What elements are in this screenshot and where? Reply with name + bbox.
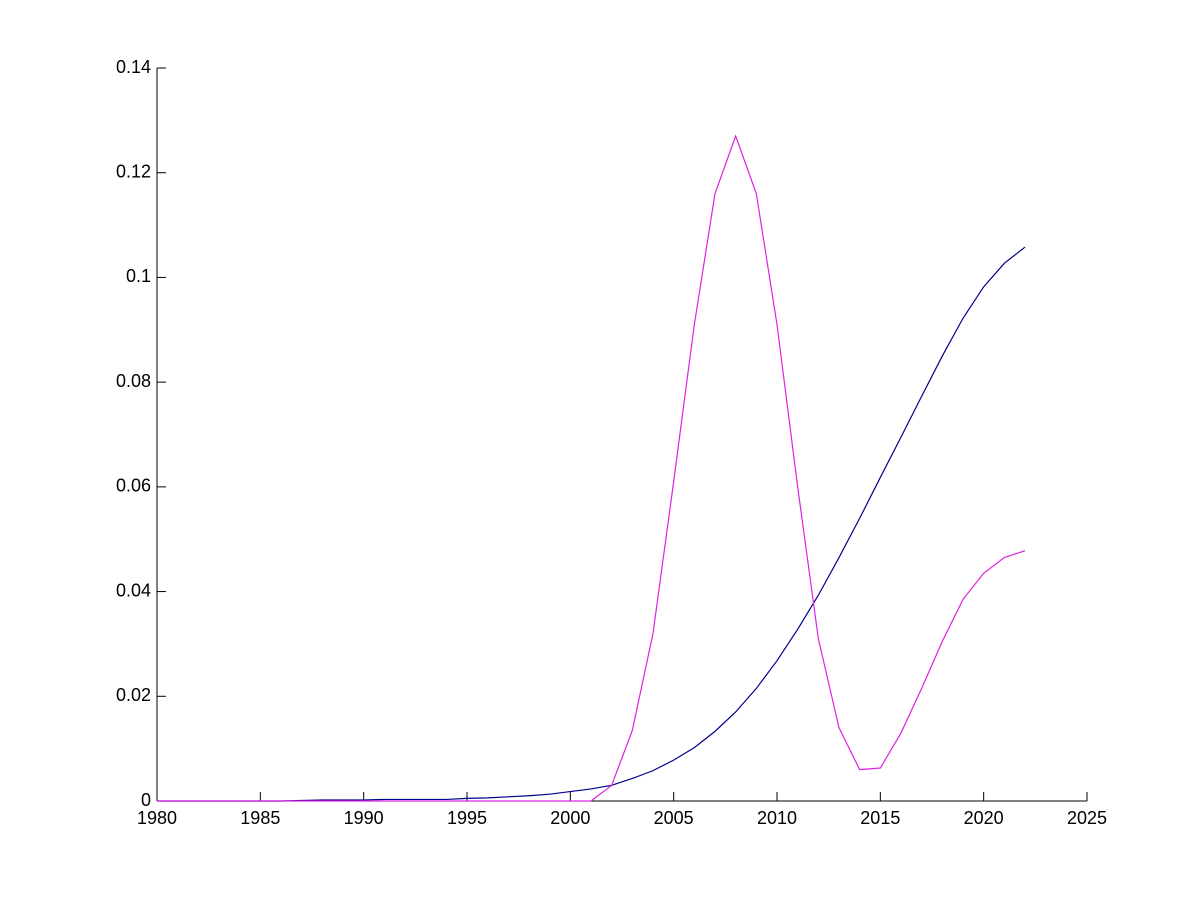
- y-tick-label: 0.06: [116, 476, 151, 496]
- x-tick-label: 1980: [137, 808, 177, 828]
- y-tick-label: 0.1: [126, 266, 151, 286]
- x-tick-label: 1985: [240, 808, 280, 828]
- x-tick-label: 1995: [447, 808, 487, 828]
- y-tick-label: 0.08: [116, 371, 151, 391]
- y-tick-label: 0.12: [116, 161, 151, 181]
- y-tick-label: 0: [141, 790, 151, 810]
- y-tick-label: 0.14: [116, 57, 151, 77]
- x-tick-label: 2010: [757, 808, 797, 828]
- x-tick-label: 2025: [1067, 808, 1107, 828]
- series-line: [157, 246, 1026, 802]
- x-tick-label: 1990: [344, 808, 384, 828]
- x-tick-label: 2020: [964, 808, 1004, 828]
- series-line: [157, 134, 1026, 802]
- x-tick-label: 2005: [654, 808, 694, 828]
- x-tick-label: 2015: [860, 808, 900, 828]
- y-tick-label: 0.04: [116, 580, 151, 600]
- y-tick-label: 0.02: [116, 685, 151, 705]
- x-tick-label: 2000: [550, 808, 590, 828]
